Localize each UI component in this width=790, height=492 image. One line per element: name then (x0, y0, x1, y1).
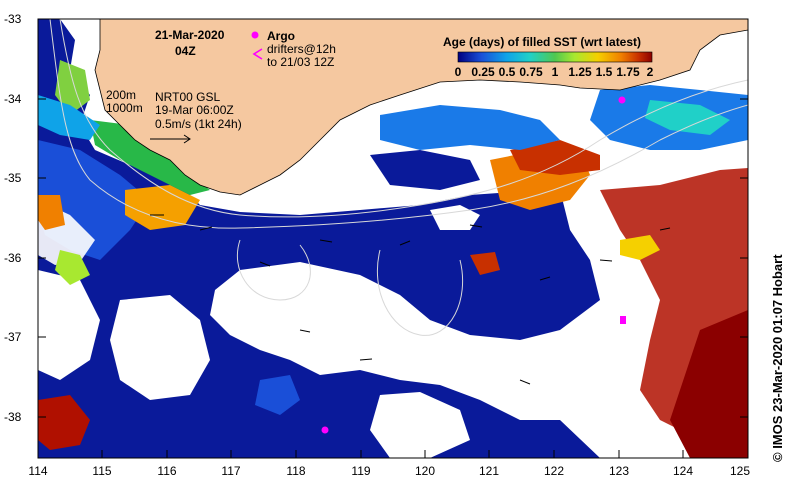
map-time: 04Z (175, 44, 196, 58)
credit-text: © IMOS 23-Mar-2020 01:07 Hobart (770, 254, 785, 462)
colorbar-tick: 0 (455, 65, 462, 79)
product-date: 19-Mar 06:00Z (155, 103, 234, 117)
sst-age-field (38, 19, 748, 458)
x-tick-label: 123 (609, 464, 629, 478)
argo-float-marker (618, 96, 626, 104)
colorbar-title: Age (days) of filled SST (wrt latest) (443, 35, 641, 49)
colorbar-tick: 0.5 (499, 65, 516, 79)
isobath-label-200m: 200m (106, 88, 136, 102)
drifter-legend-icon (252, 48, 263, 60)
x-tick-label: 118 (286, 464, 305, 478)
product-name: NRT00 GSL (155, 90, 220, 104)
colorbar-tick: 1 (552, 65, 559, 79)
x-tick-label: 119 (351, 464, 370, 478)
isobath-label-1000m: 1000m (106, 101, 143, 115)
vector-scale-arrow (150, 134, 191, 144)
plot-border (37, 18, 749, 459)
y-tick-label: -35 (4, 171, 22, 185)
map-plot-area (38, 19, 748, 458)
bathymetry-contours (49, 19, 748, 336)
x-tick-label: 120 (415, 464, 435, 478)
y-tick-label: -37 (4, 330, 22, 344)
x-tick-label: 116 (157, 464, 176, 478)
colorbar-tick: 1.25 (568, 65, 592, 79)
colorbar-tick: 0.75 (519, 65, 543, 79)
vector-scale-label: 0.5m/s (1kt 24h) (155, 117, 242, 131)
x-tick-label: 117 (221, 464, 240, 478)
colorbar-tick: 1.5 (596, 65, 613, 79)
y-tick-labels: -33 -34 -35 -36 -37 -38 (4, 12, 22, 424)
argo-legend-icon (251, 31, 259, 39)
argo-float-marker (620, 316, 626, 324)
drifters-label-line1: drifters@12h (267, 42, 336, 56)
x-tick-labels: 114 115 116 117 118 119 120 121 122 123 … (28, 464, 750, 478)
map-date: 21-Mar-2020 (155, 28, 225, 42)
x-tick-label: 124 (673, 464, 693, 478)
colorbar: Age (days) of filled SST (wrt latest) 0 … (443, 35, 654, 79)
x-tick-label: 125 (730, 464, 750, 478)
y-tick-label: -34 (4, 92, 22, 106)
y-tick-label: -36 (4, 251, 22, 265)
y-tick-label: -38 (4, 410, 22, 424)
x-axis (37, 450, 749, 458)
argo-float-marker (321, 426, 329, 434)
argo-legend-label: Argo (267, 29, 295, 43)
x-tick-label: 114 (28, 464, 47, 478)
colorbar-tick: 1.75 (616, 65, 640, 79)
colorbar-gradient (457, 51, 653, 63)
y-tick-label: -33 (4, 12, 22, 26)
land-mass (94, 19, 748, 196)
x-tick-label: 121 (479, 464, 499, 478)
colorbar-tick: 0.25 (471, 65, 495, 79)
argo-floats (321, 96, 626, 434)
colorbar-tick: 2 (647, 65, 654, 79)
current-vectors (150, 214, 671, 385)
drifters-label-line2: to 21/03 12Z (267, 55, 334, 69)
x-tick-label: 115 (92, 464, 111, 478)
x-tick-label: 122 (544, 464, 564, 478)
y-axis (38, 18, 748, 418)
